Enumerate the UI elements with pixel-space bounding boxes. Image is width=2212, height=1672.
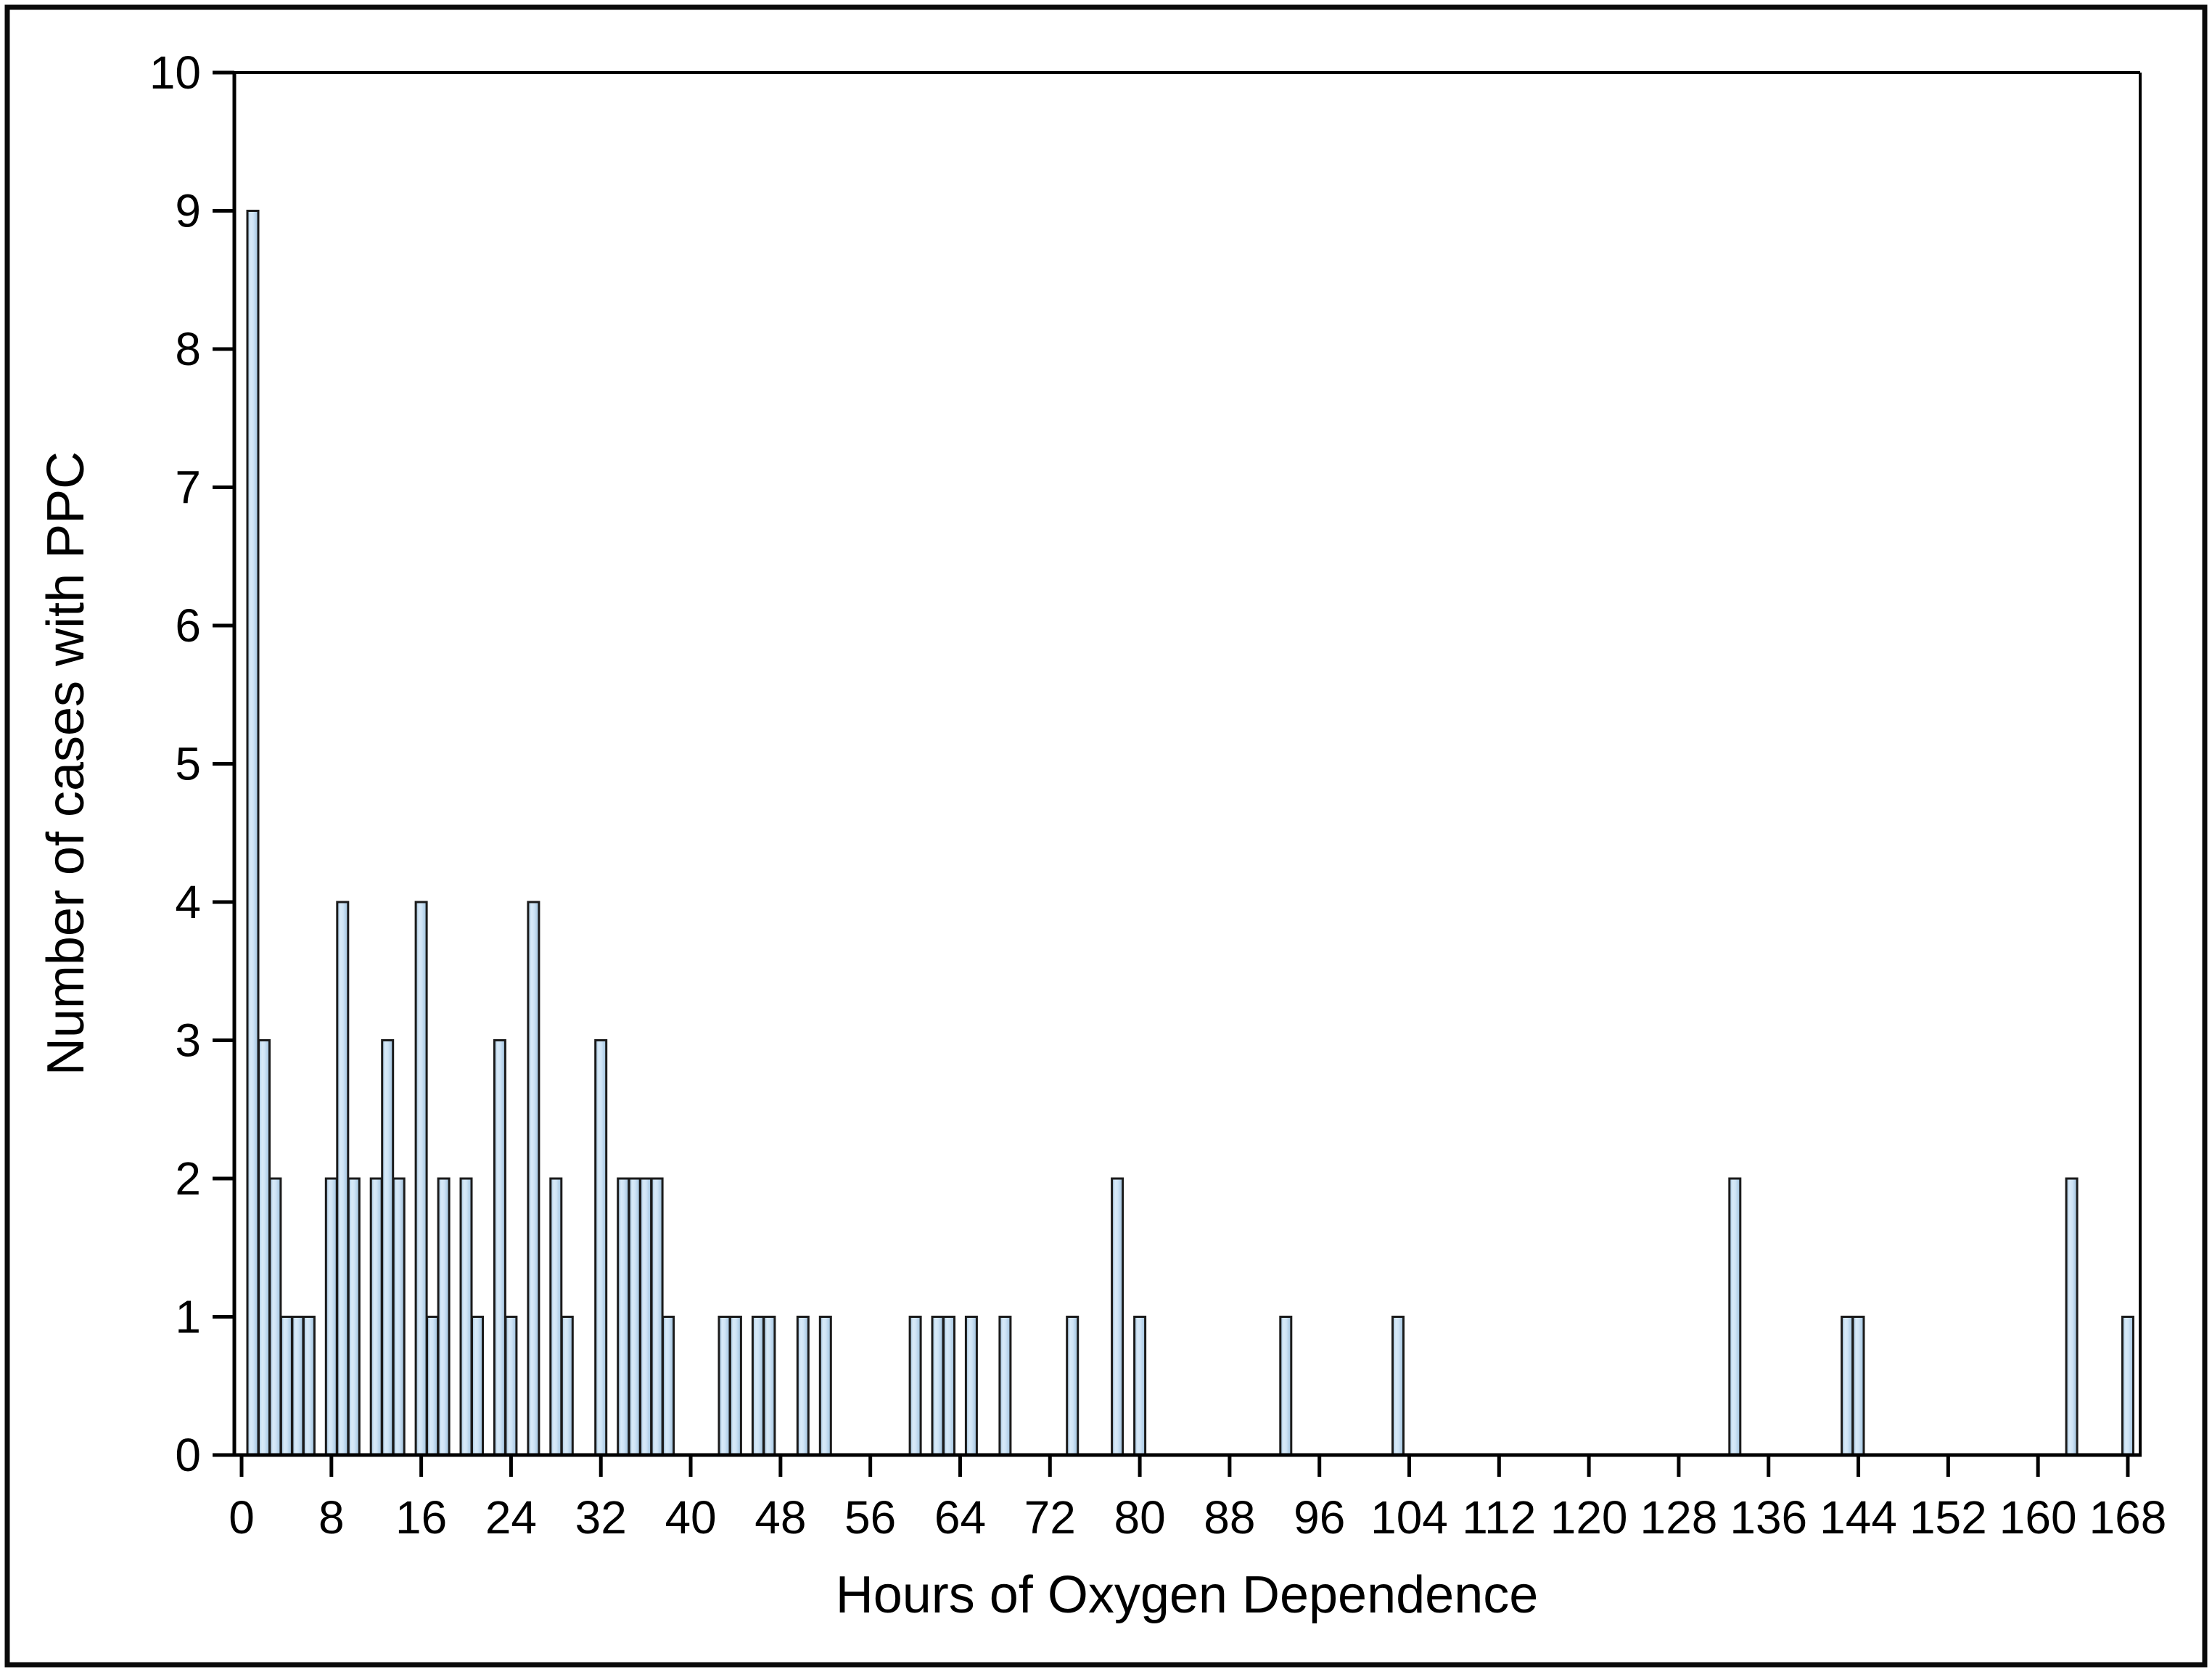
bar-hour-80 (1133, 1316, 1147, 1456)
bar-hour-8 (324, 1177, 338, 1456)
y-tick-label: 7 (175, 462, 201, 514)
bar-hour-34 (617, 1177, 630, 1456)
x-axis-title: Hours of Oxygen Dependence (836, 1566, 1539, 1624)
bar-hour-17 (426, 1316, 440, 1456)
bar-hour-93 (1279, 1316, 1293, 1456)
y-tick-label: 5 (175, 738, 201, 790)
bar-hour-21 (471, 1316, 484, 1456)
bar-hour-43 (718, 1316, 731, 1456)
bar-hour-4 (279, 1316, 293, 1456)
bar-hour-14 (392, 1177, 406, 1456)
bar-hour-37 (650, 1177, 664, 1456)
bar-hour-1 (246, 210, 260, 1456)
x-tick-label: 40 (665, 1491, 716, 1544)
y-tick-label: 3 (175, 1015, 201, 1067)
bar-hour-65 (964, 1316, 978, 1456)
x-tick-label: 24 (485, 1491, 537, 1544)
bar-hour-50 (796, 1316, 810, 1456)
x-tick-label: 16 (395, 1491, 447, 1544)
bar-hour-9 (336, 901, 350, 1456)
bar-hour-168 (2121, 1316, 2134, 1456)
x-tick-label: 136 (1730, 1491, 1807, 1544)
bar-hour-63 (942, 1316, 955, 1456)
bar-hour-103 (1391, 1316, 1405, 1456)
x-tick-label: 168 (2089, 1491, 2167, 1544)
x-tick-label: 80 (1114, 1491, 1165, 1544)
bar-hour-52 (818, 1316, 832, 1456)
x-tick-label: 48 (755, 1491, 806, 1544)
x-tick-label: 152 (1909, 1491, 1987, 1544)
y-tick-label: 9 (175, 185, 201, 237)
bar-hour-20 (459, 1177, 473, 1456)
bar-hour-12 (369, 1177, 383, 1456)
bar-hour-163 (2065, 1177, 2079, 1456)
x-tick-label: 160 (1999, 1491, 2077, 1544)
y-tick-label: 1 (175, 1291, 201, 1343)
bar-hour-28 (549, 1177, 563, 1456)
bar-hour-68 (998, 1316, 1012, 1456)
x-tick-label: 56 (844, 1491, 896, 1544)
x-tick-label: 144 (1820, 1491, 1897, 1544)
x-tick-label: 0 (229, 1491, 255, 1544)
bar-hour-32 (594, 1039, 608, 1456)
x-tick-label: 120 (1550, 1491, 1628, 1544)
y-axis-title: Number of cases with PPC (37, 451, 95, 1075)
x-tick-label: 8 (318, 1491, 345, 1544)
bar-hour-16 (414, 901, 428, 1456)
x-tick-label: 96 (1294, 1491, 1345, 1544)
y-tick-label: 8 (175, 323, 201, 375)
bar-hour-10 (347, 1177, 361, 1456)
bar-hour-78 (1111, 1177, 1124, 1456)
bar-hour-35 (628, 1177, 641, 1456)
x-tick-label: 64 (934, 1491, 986, 1544)
bar-hour-29 (560, 1316, 574, 1456)
y-tick-label: 10 (149, 46, 201, 99)
x-tick-label: 128 (1640, 1491, 1718, 1544)
bar-hour-36 (639, 1177, 653, 1456)
x-tick-label: 32 (575, 1491, 627, 1544)
bar-hour-143 (1841, 1316, 1854, 1456)
bar-hour-2 (258, 1039, 271, 1456)
bar-hour-23 (493, 1039, 506, 1456)
bar-hour-5 (291, 1316, 305, 1456)
bar-hour-47 (762, 1316, 776, 1456)
bar-hour-60 (908, 1316, 922, 1456)
x-tick-label: 72 (1024, 1491, 1076, 1544)
bar-hour-46 (751, 1316, 765, 1456)
bar-hour-144 (1851, 1316, 1865, 1456)
bar-hour-6 (302, 1316, 316, 1456)
bar-hour-13 (381, 1039, 395, 1456)
bar-hour-24 (504, 1316, 518, 1456)
figure-border (4, 4, 2208, 1668)
bar-hour-18 (437, 1177, 451, 1456)
bar-hour-62 (931, 1316, 945, 1456)
bar-hour-26 (527, 901, 540, 1456)
bars-layer (246, 210, 2134, 1456)
y-tick-label: 4 (175, 876, 201, 928)
bar-hour-44 (728, 1316, 742, 1456)
frame-layer (232, 71, 2142, 1457)
y-tick-label: 6 (175, 599, 201, 652)
x-tick-label: 112 (1462, 1491, 1536, 1544)
y-tick-label: 0 (175, 1429, 201, 1481)
x-tick-label: 104 (1370, 1491, 1448, 1544)
ticks-layer (213, 70, 2130, 1477)
y-tick-label: 2 (175, 1152, 201, 1205)
x-tick-label: 88 (1204, 1491, 1255, 1544)
bar-hour-38 (662, 1316, 675, 1456)
bar-hour-74 (1066, 1316, 1080, 1456)
bar-hour-133 (1728, 1177, 1742, 1456)
bar-hour-3 (268, 1177, 282, 1456)
